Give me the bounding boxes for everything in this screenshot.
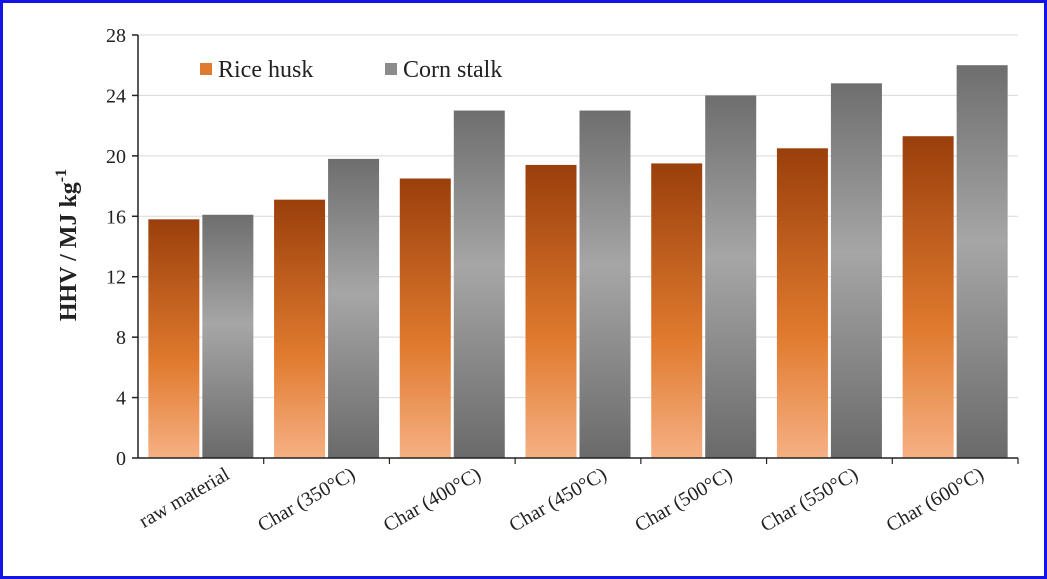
- bar-rice-husk: [776, 148, 828, 458]
- bar-corn-stalk: [202, 214, 254, 458]
- legend-label: Corn stalk: [403, 57, 502, 83]
- y-tick-label: 28: [106, 25, 126, 47]
- legend-label: Rice husk: [218, 57, 313, 83]
- bar-rice-husk: [399, 178, 451, 458]
- x-tick-labels: raw material Char (350°C) Char (400°C) Char…: [135, 458, 1019, 537]
- bar-corn-stalk: [705, 95, 757, 458]
- x-tick-label: Char (600°C): [883, 463, 988, 536]
- y-tick-labels: 0 4 8 12 16 20 24 28: [106, 25, 138, 470]
- bar-corn-stalk: [453, 110, 505, 459]
- y-tick-label: 16: [106, 206, 126, 228]
- bar-rice-husk: [525, 164, 577, 458]
- x-tick-label: Char (350°C): [254, 463, 359, 536]
- y-axis-label-superscript: -1: [53, 169, 70, 182]
- x-tick-label: Char (550°C): [757, 463, 862, 536]
- y-tick-label: 4: [116, 388, 126, 410]
- y-tick-label: 24: [106, 85, 126, 107]
- bar-rice-husk: [902, 136, 954, 459]
- y-tick-label: 20: [106, 146, 126, 168]
- legend-swatch: [200, 63, 212, 75]
- y-tick-label: 12: [106, 267, 126, 289]
- y-tick-label: 8: [116, 327, 126, 349]
- x-tick-label: Char (450°C): [505, 463, 610, 536]
- bar-corn-stalk: [830, 83, 882, 458]
- x-tick-label: raw material: [135, 463, 233, 533]
- bars-group: [148, 65, 1008, 459]
- y-axis-label-text: HHV / MJ kg: [56, 182, 82, 321]
- bar-corn-stalk: [579, 110, 631, 459]
- bar-rice-husk: [148, 219, 200, 458]
- y-axis-label: HHV / MJ kg-1: [53, 169, 82, 321]
- bar-corn-stalk: [956, 65, 1008, 458]
- x-tick-label: Char (500°C): [631, 463, 736, 536]
- axes: [137, 35, 1018, 459]
- bar-rice-husk: [274, 199, 326, 459]
- grid-lines: [138, 34, 1018, 399]
- bar-corn-stalk: [328, 158, 380, 458]
- legend: Rice husk Corn stalk: [200, 57, 502, 83]
- y-tick-label: 0: [116, 448, 126, 470]
- bar-rice-husk: [651, 163, 703, 459]
- legend-swatch: [385, 63, 397, 75]
- x-tick-label: Char (400°C): [380, 463, 485, 536]
